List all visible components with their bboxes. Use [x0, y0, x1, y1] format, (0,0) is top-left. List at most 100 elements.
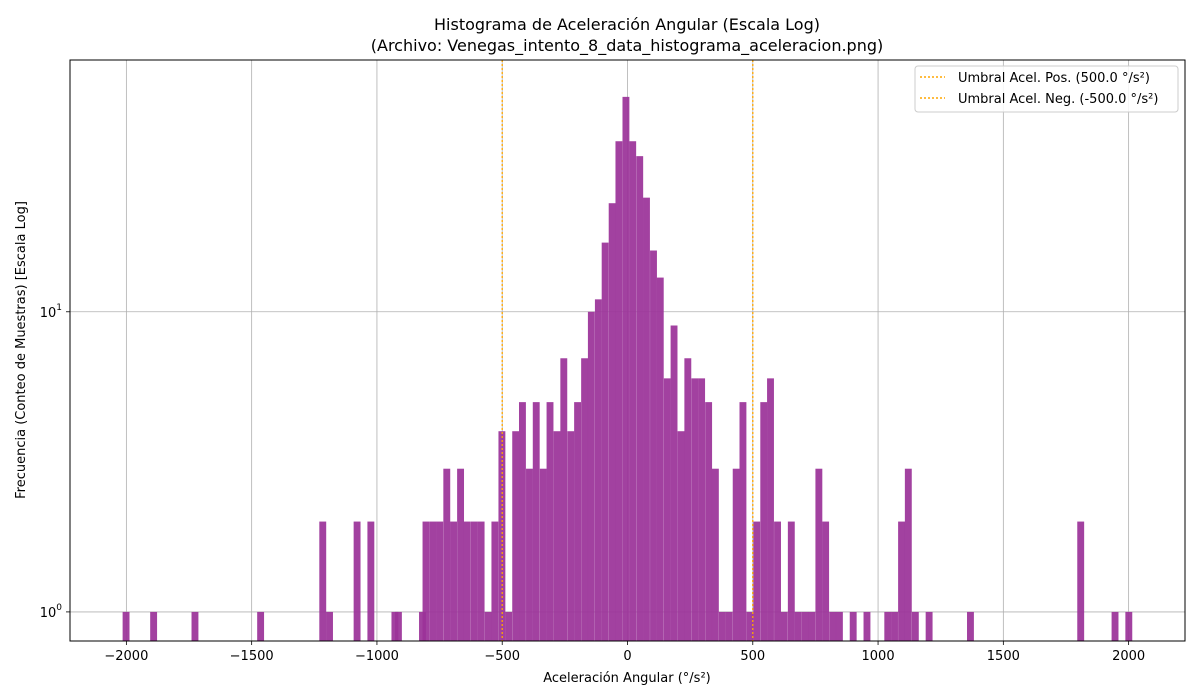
histogram-bar — [891, 611, 898, 641]
histogram-bar — [1125, 611, 1133, 641]
histogram-bar — [636, 156, 644, 641]
x-tick-label: 0 — [623, 649, 631, 664]
y-axis-ticks: 100 101 — [40, 303, 70, 621]
y-tick-label: 100 — [40, 603, 63, 621]
chart-title: Histograma de Aceleración Angular (Escal… — [434, 15, 820, 34]
histogram-bar — [835, 611, 843, 641]
chart-subtitle: (Archivo: Venegas_intento_8_data_histogr… — [371, 36, 883, 56]
histogram-bar — [484, 611, 492, 641]
legend-label-negative: Umbral Acel. Neg. (-500.0 °/s²) — [958, 92, 1158, 107]
histogram-bar — [532, 402, 540, 641]
histogram-bar — [567, 431, 575, 641]
histogram-bar — [491, 521, 499, 641]
histogram-bar — [898, 521, 905, 641]
histogram-bar — [829, 611, 837, 641]
threshold-lines — [501, 60, 754, 641]
histogram-bar — [739, 402, 747, 641]
histogram-bar — [326, 611, 333, 641]
x-tick-label: 1500 — [987, 649, 1020, 664]
histogram-bar — [780, 611, 788, 641]
histogram-bar — [450, 521, 457, 641]
histogram-bar — [394, 611, 402, 641]
histogram-bar — [526, 468, 533, 641]
histogram-bar — [391, 611, 399, 641]
histogram-bar — [150, 611, 158, 641]
histogram-bar — [794, 611, 802, 641]
histogram-bar — [677, 431, 685, 641]
histogram-bar — [760, 402, 768, 641]
histogram-bar — [553, 431, 561, 641]
histogram-bar — [581, 358, 589, 641]
histogram-bar — [849, 611, 857, 641]
histogram-bar — [1077, 521, 1085, 641]
histogram-bar — [698, 378, 706, 641]
x-tick-label: 2000 — [1112, 649, 1145, 664]
histogram-bars — [122, 96, 1133, 642]
x-axis-label: Aceleración Angular (°/s²) — [543, 671, 711, 686]
histogram-bar — [477, 521, 485, 641]
histogram-bar — [505, 611, 513, 641]
histogram-bar — [663, 378, 671, 641]
histogram-bar — [911, 611, 919, 641]
histogram-bar — [539, 468, 547, 641]
histogram-bar — [753, 521, 761, 641]
histogram-bar — [587, 311, 595, 641]
histogram-bar — [629, 141, 637, 641]
histogram-bar — [884, 611, 892, 641]
histogram-bar — [419, 611, 426, 641]
histogram-bar — [684, 358, 692, 641]
histogram-bar — [601, 242, 609, 641]
histogram-bar — [457, 468, 465, 641]
x-tick-label: −2000 — [104, 649, 148, 664]
legend: Umbral Acel. Pos. (500.0 °/s²) Umbral Ac… — [914, 65, 1179, 113]
x-tick-label: 1000 — [862, 649, 895, 664]
histogram-bar — [787, 521, 795, 641]
histogram-bar — [436, 521, 444, 641]
y-axis-label: Frecuencia (Conteo de Muestras) [Escala … — [14, 201, 29, 499]
histogram-bar — [463, 521, 471, 641]
histogram-bar — [422, 521, 430, 641]
histogram-bar — [774, 521, 781, 641]
x-tick-label: −500 — [484, 649, 520, 664]
histogram-bar — [725, 611, 733, 641]
legend-box — [914, 65, 1179, 113]
histogram-bar — [622, 96, 630, 642]
histogram-bar — [191, 611, 199, 641]
histogram-bar — [967, 611, 974, 641]
histogram-bar — [470, 521, 478, 641]
histogram-bar — [732, 468, 740, 641]
histogram-bar — [546, 402, 554, 641]
histogram-bar — [122, 611, 130, 641]
histogram-bar — [656, 277, 664, 641]
histogram-bar — [608, 203, 616, 641]
histogram-bar — [670, 325, 678, 641]
histogram-bar — [691, 378, 699, 641]
histogram-bar — [925, 611, 933, 641]
histogram-bar — [863, 611, 871, 641]
histogram-bar — [512, 431, 520, 641]
histogram-bar — [822, 521, 830, 641]
histogram-bar — [1111, 611, 1119, 641]
histogram-bar — [574, 402, 582, 641]
histogram-bar — [718, 611, 726, 641]
histogram-bar — [643, 197, 650, 641]
y-tick-label: 101 — [40, 303, 62, 321]
x-axis-ticks: −2000 −1500 −1000 −500 0 500 1000 1500 2000 — [104, 641, 1145, 664]
histogram-bar — [367, 521, 375, 641]
x-tick-label: −1500 — [230, 649, 274, 664]
histogram-bar — [443, 468, 451, 641]
histogram-bar — [560, 358, 568, 641]
x-tick-label: −1000 — [355, 649, 399, 664]
histogram-bar — [767, 378, 774, 641]
histogram-bar — [353, 521, 361, 641]
histogram-bar — [319, 521, 327, 641]
histogram-bar — [257, 611, 265, 641]
histogram-bar — [615, 141, 623, 641]
legend-label-positive: Umbral Acel. Pos. (500.0 °/s²) — [958, 71, 1150, 86]
histogram-bar — [808, 611, 816, 641]
histogram-bar — [705, 402, 713, 641]
histogram-bar — [801, 611, 809, 641]
histogram-bar — [904, 468, 912, 641]
histogram-bar — [519, 402, 526, 641]
